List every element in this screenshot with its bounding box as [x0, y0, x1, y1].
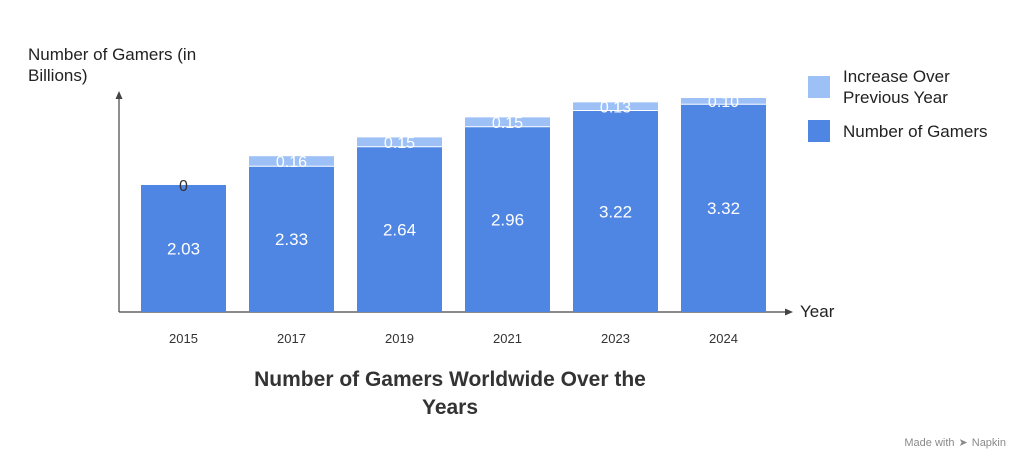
chart-axes [115, 91, 793, 316]
bar-gamers-2019 [357, 146, 442, 312]
legend-swatch-increase [808, 76, 830, 98]
x-tick-label-2015: 2015 [169, 331, 198, 346]
chart-legend: Increase Over Previous Year Number of Ga… [808, 66, 1018, 154]
bar-increase-2019 [357, 137, 442, 147]
x-tick-label-group: 2015 2017 2019 2021 2023 2024 [169, 331, 738, 346]
value-label-gamers-2017: 2.33 [275, 230, 308, 249]
watermark-brand: Napkin [971, 436, 1006, 449]
legend-label-gamers: Number of Gamers [843, 121, 988, 141]
x-tick-label-2019: 2019 [385, 331, 414, 346]
bar-gamers-2017 [249, 166, 334, 312]
value-label-gamers-2019: 2.64 [383, 220, 416, 239]
value-label-increase-2023: 0.13 [600, 99, 631, 116]
bar-increase-2017 [249, 156, 334, 167]
bar-increase-2021 [465, 117, 550, 127]
bar-increase-2023 [573, 102, 658, 111]
bar-gamers-2023 [573, 110, 658, 312]
x-tick-label-2023: 2023 [601, 331, 630, 346]
legend-item-gamers: Number of Gamers [808, 120, 1018, 142]
value-label-increase-2015: 0 [179, 178, 188, 195]
legend-swatch-gamers [808, 120, 830, 142]
x-axis-arrow-icon [785, 308, 793, 316]
value-label-increase-2017: 0.16 [276, 154, 307, 171]
bar-group [141, 98, 766, 312]
watermark-text: Made with [904, 436, 955, 449]
value-label-gamers-2021: 2.96 [491, 210, 524, 229]
napkin-logo-icon: ➤ [958, 437, 968, 449]
bar-gamers-2021 [465, 126, 550, 312]
value-label-increase-2019: 0.15 [384, 135, 415, 152]
value-label-increase-2024: 0.10 [708, 94, 739, 111]
value-label-gamers-2023: 3.22 [599, 202, 632, 221]
value-label-gamers-2024: 3.32 [707, 199, 740, 218]
bar-increase-2024 [681, 98, 766, 105]
legend-label-increase: Increase Over Previous Year [843, 67, 950, 107]
chart-title: Number of Gamers Worldwide Over the Year… [254, 368, 646, 419]
y-axis-label: Number of Gamers (in Billions) [28, 45, 197, 85]
value-label-group: 2.03 0 2.33 0.16 2.64 0.15 2.96 0.15 3.22 0.13 3.3… [167, 94, 740, 258]
value-label-gamers-2015: 2.03 [167, 239, 200, 258]
y-axis-arrow-icon [115, 91, 123, 99]
x-axis-label: Year [800, 302, 835, 321]
legend-item-increase: Increase Over Previous Year [808, 66, 1018, 108]
x-tick-label-2021: 2021 [493, 331, 522, 346]
bar-gamers-2024 [681, 104, 766, 312]
x-tick-label-2017: 2017 [277, 331, 306, 346]
watermark: Made with ➤ Napkin [904, 436, 1006, 450]
bar-gamers-2015 [141, 184, 226, 312]
x-tick-label-2024: 2024 [709, 331, 738, 346]
value-label-increase-2021: 0.15 [492, 115, 523, 132]
